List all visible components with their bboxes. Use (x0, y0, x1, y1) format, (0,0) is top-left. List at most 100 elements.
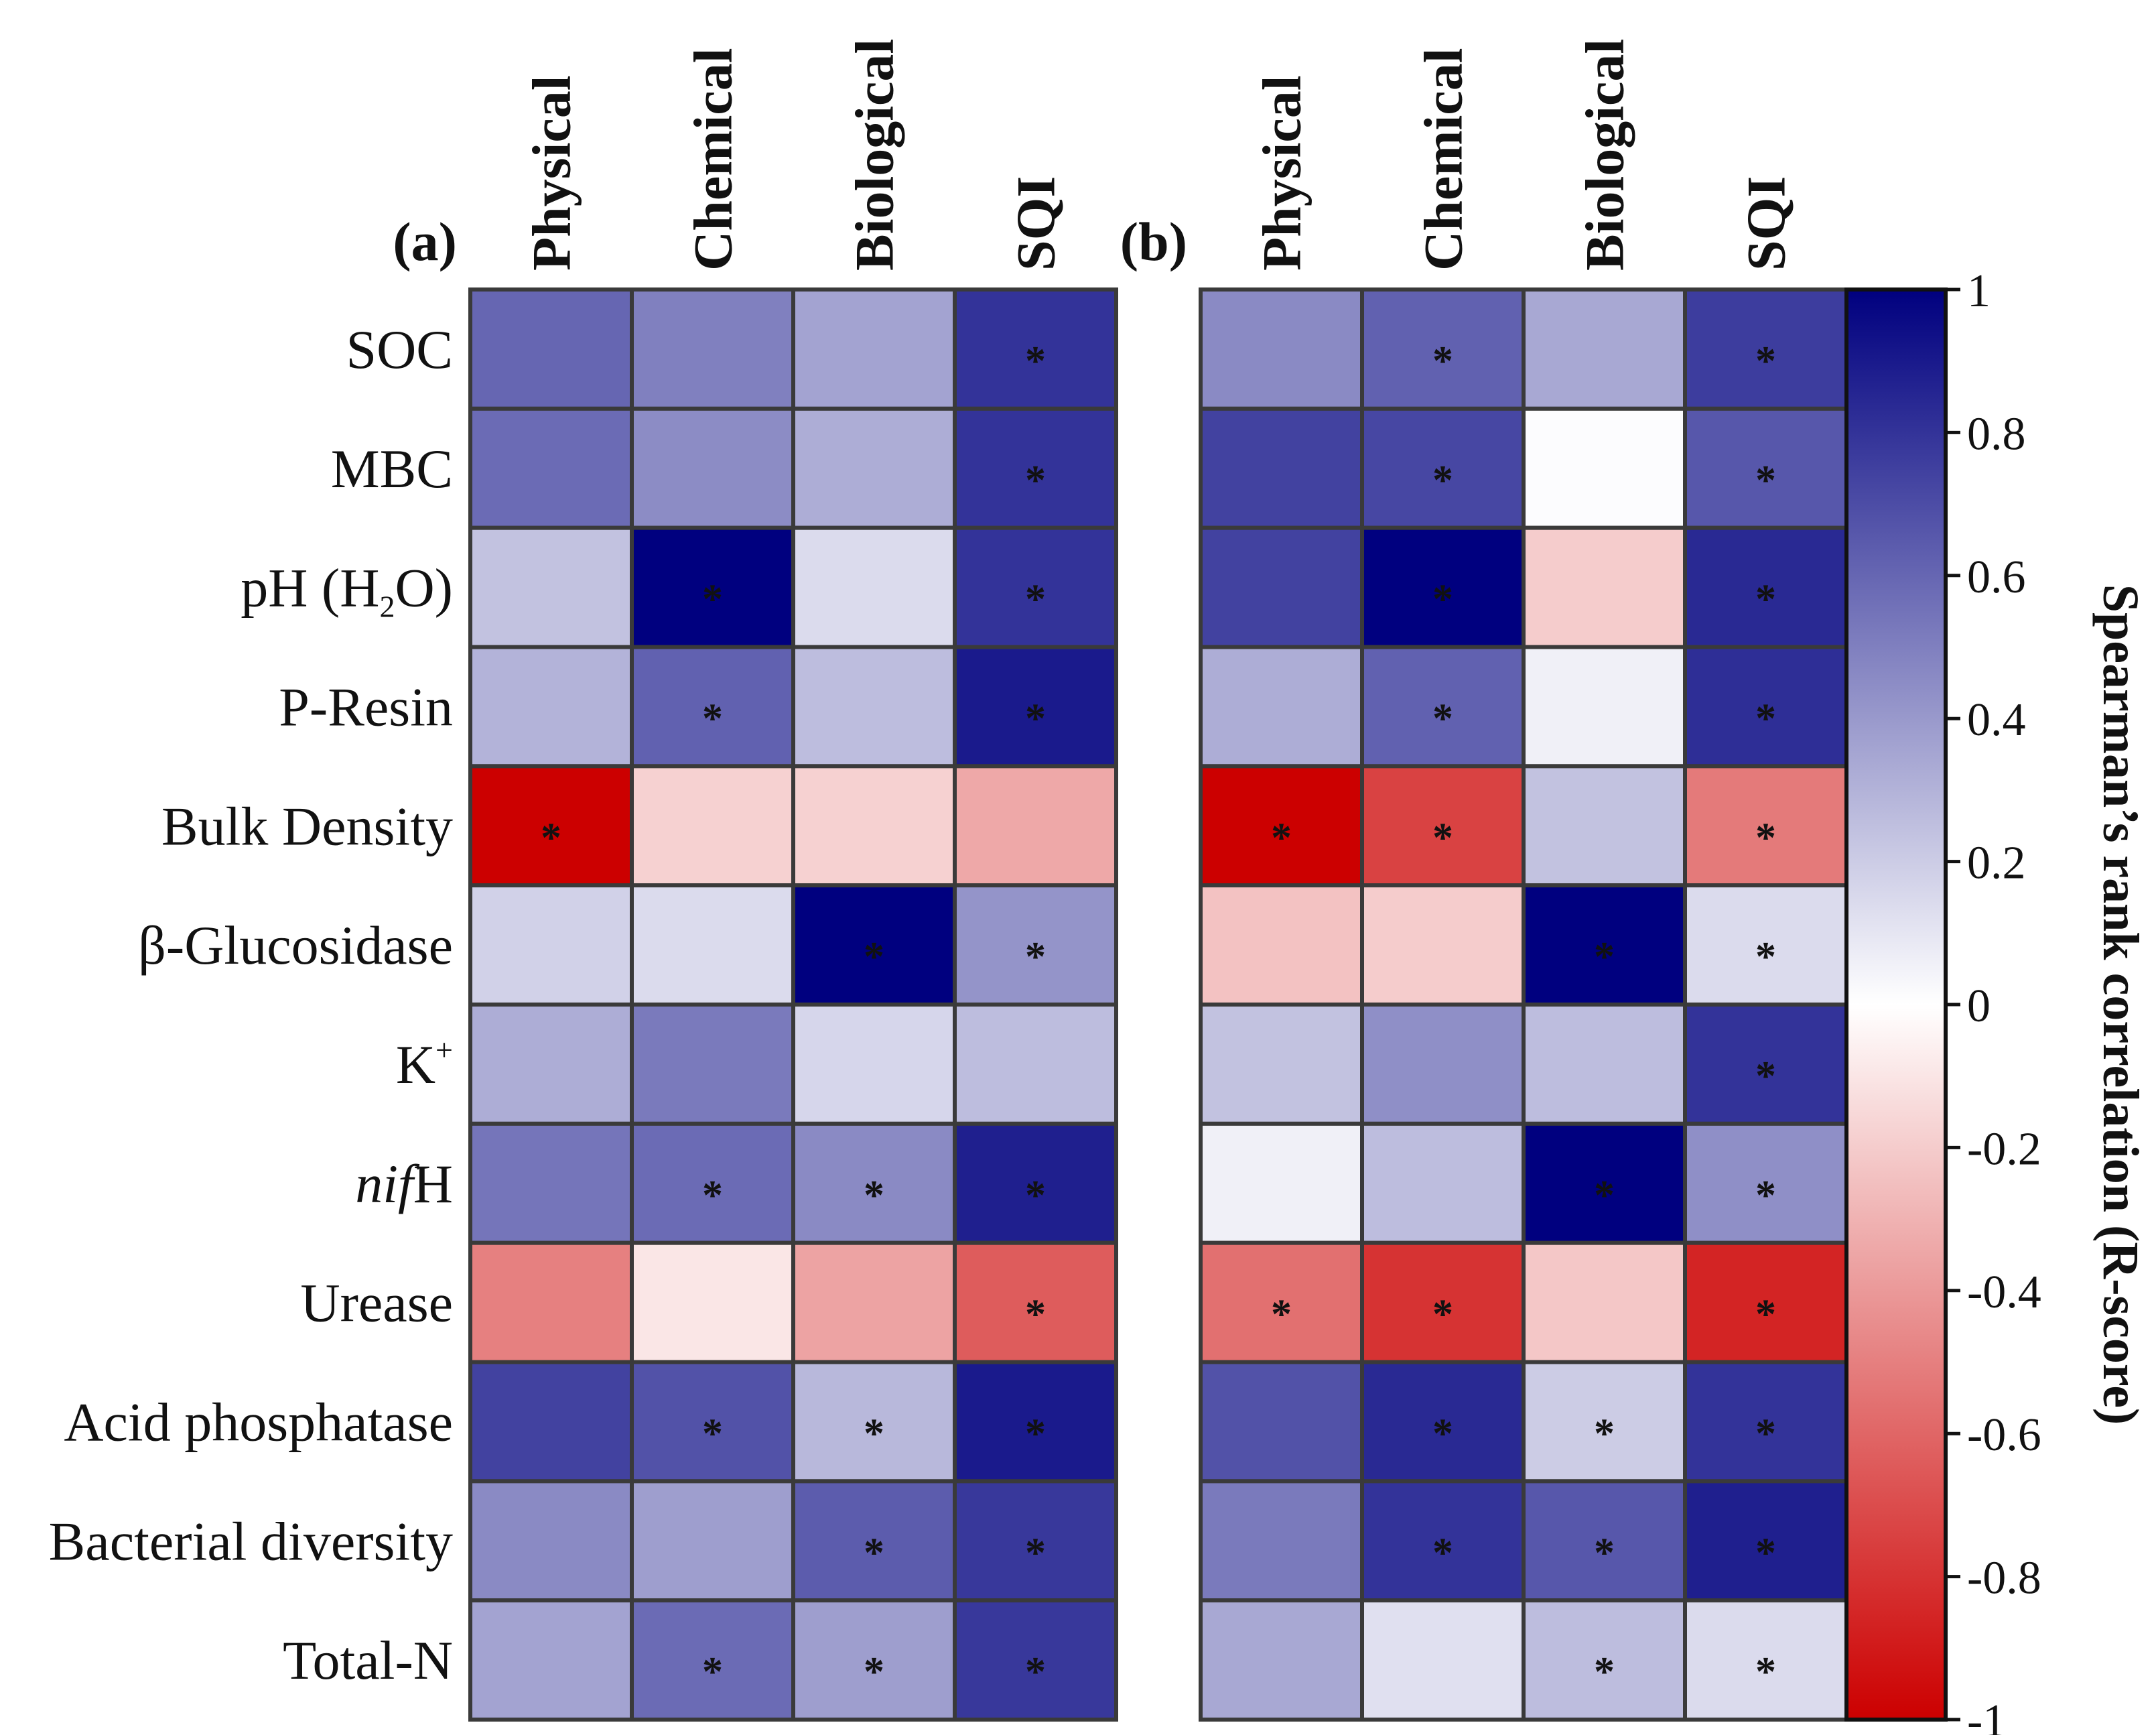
significance-star: * (1025, 1292, 1046, 1338)
heatmap-cell (1199, 525, 1364, 649)
colorbar-tick-label: -0.6 (1967, 1409, 2041, 1461)
row-label-text: Urease (300, 1273, 453, 1334)
colorbar-tick-label: 0.4 (1967, 694, 2026, 746)
heatmap-cell (791, 764, 957, 888)
heatmap-cell (1522, 1003, 1687, 1126)
colorbar-tick-label: 0.2 (1967, 838, 2026, 889)
heatmap-cell (1683, 1598, 1848, 1722)
significance-star: * (1025, 1530, 1046, 1576)
significance-star: * (1755, 338, 1776, 384)
row-label-text: Acid phosphatase (64, 1391, 453, 1452)
heatmap-cell (1199, 764, 1364, 888)
heatmap-cell (468, 1598, 634, 1722)
heatmap-cell (1522, 287, 1687, 411)
heatmap-cell (953, 1479, 1118, 1603)
significance-star: * (864, 1411, 884, 1456)
colorbar-tick-label: -0.4 (1967, 1267, 2041, 1318)
row-label-subscript: 2 (379, 590, 395, 624)
column-label: Chemical (683, 48, 744, 271)
heatmap-cell (791, 883, 957, 1007)
significance-star: * (1594, 1649, 1615, 1695)
column-label: Chemical (1413, 48, 1474, 271)
significance-star: * (702, 1411, 723, 1456)
panel-border (468, 287, 1118, 1722)
significance-star: * (864, 1173, 884, 1218)
significance-star: * (1432, 815, 1453, 860)
row-label: P-Resin (279, 676, 453, 737)
significance-star: * (1432, 458, 1453, 503)
row-label-text: K (396, 1034, 435, 1095)
significance-star: * (1432, 696, 1453, 741)
colorbar-tick-label: 1 (1967, 265, 1991, 317)
column-label: Physical (521, 75, 582, 271)
colorbar-title: Spearman’s rank correlation (R-score) (2092, 584, 2149, 1425)
heatmap-cell (953, 1003, 1118, 1126)
heatmap-cell (1360, 883, 1526, 1007)
row-label-text: Total-N (283, 1630, 453, 1691)
row-label: nifH (355, 1153, 453, 1214)
significance-star: * (1755, 1411, 1776, 1456)
heatmap-cell (791, 1598, 957, 1722)
heatmap-cell (468, 287, 634, 411)
heatmap-cell (1683, 525, 1848, 649)
row-label: Total-N (283, 1630, 453, 1691)
row-label-italic: nif (355, 1153, 420, 1214)
heatmap-cell (1522, 764, 1687, 888)
heatmap-cell (1199, 883, 1364, 1007)
colorbar-tick-label: 0 (1967, 980, 1991, 1032)
heatmap-cell (630, 1598, 795, 1722)
colorbar-tick-label: -1 (1967, 1695, 2006, 1735)
heatmap-cell (953, 1121, 1118, 1245)
heatmap-cell (630, 883, 795, 1007)
significance-star: * (1755, 1649, 1776, 1695)
row-label-text: H (413, 1153, 453, 1214)
heatmap-cell (1199, 1003, 1364, 1126)
significance-star: * (1432, 577, 1453, 623)
heatmap-cell (1522, 406, 1687, 530)
significance-star: * (1755, 577, 1776, 623)
significance-star: * (1755, 934, 1776, 980)
heatmap-cell (791, 1003, 957, 1126)
row-label: Bacterial diversity (49, 1511, 453, 1571)
significance-star: * (1755, 1173, 1776, 1218)
heatmap-cell (468, 1240, 634, 1364)
colorbar-tick-label: -0.2 (1967, 1123, 2041, 1175)
heatmap-cell (1360, 1479, 1526, 1603)
significance-star: * (1025, 696, 1046, 741)
row-label-superscript: + (435, 1033, 453, 1067)
row-label-text: β-Glucosidase (138, 915, 453, 976)
heatmap-cell (791, 406, 957, 530)
significance-star: * (1594, 1411, 1615, 1456)
heatmap-cell (953, 1360, 1118, 1484)
significance-star: * (1594, 1173, 1615, 1218)
heatmap-cell (1360, 1360, 1526, 1484)
heatmap-cell (1199, 645, 1364, 769)
significance-star: * (864, 1649, 884, 1695)
significance-star: * (864, 1530, 884, 1576)
column-label: SQI (1006, 176, 1067, 271)
significance-star: * (1271, 815, 1292, 860)
heatmap-cell (1683, 1003, 1848, 1126)
row-label: pH (H2O) (241, 558, 453, 624)
heatmap-cell (468, 525, 634, 649)
row-label-text: Bacterial diversity (49, 1511, 453, 1571)
heatmap-cell (468, 406, 634, 530)
significance-star: * (1025, 338, 1046, 384)
significance-star: * (702, 1649, 723, 1695)
row-label-tail: O) (395, 558, 453, 619)
row-label: Acid phosphatase (64, 1391, 453, 1452)
heatmap-panel: (b) Physical Chemical Biological SQI * * * * * * * *… (1120, 39, 1848, 1722)
significance-star: * (1432, 338, 1453, 384)
heatmap-cell (953, 764, 1118, 888)
significance-star: * (1755, 1292, 1776, 1338)
heatmap-cell (1683, 764, 1848, 888)
heatmap-cell (468, 1360, 634, 1484)
heatmap-cell (1360, 1598, 1526, 1722)
heatmap-cell (1199, 1598, 1364, 1722)
heatmap-cell (1683, 1479, 1848, 1603)
heatmap-cell (1199, 406, 1364, 530)
colorbar-tick-label: 0.6 (1967, 552, 2026, 603)
colorbar-tick-label: -0.8 (1967, 1553, 2041, 1604)
heatmap-cell (791, 525, 957, 649)
row-label: β-Glucosidase (138, 915, 453, 976)
